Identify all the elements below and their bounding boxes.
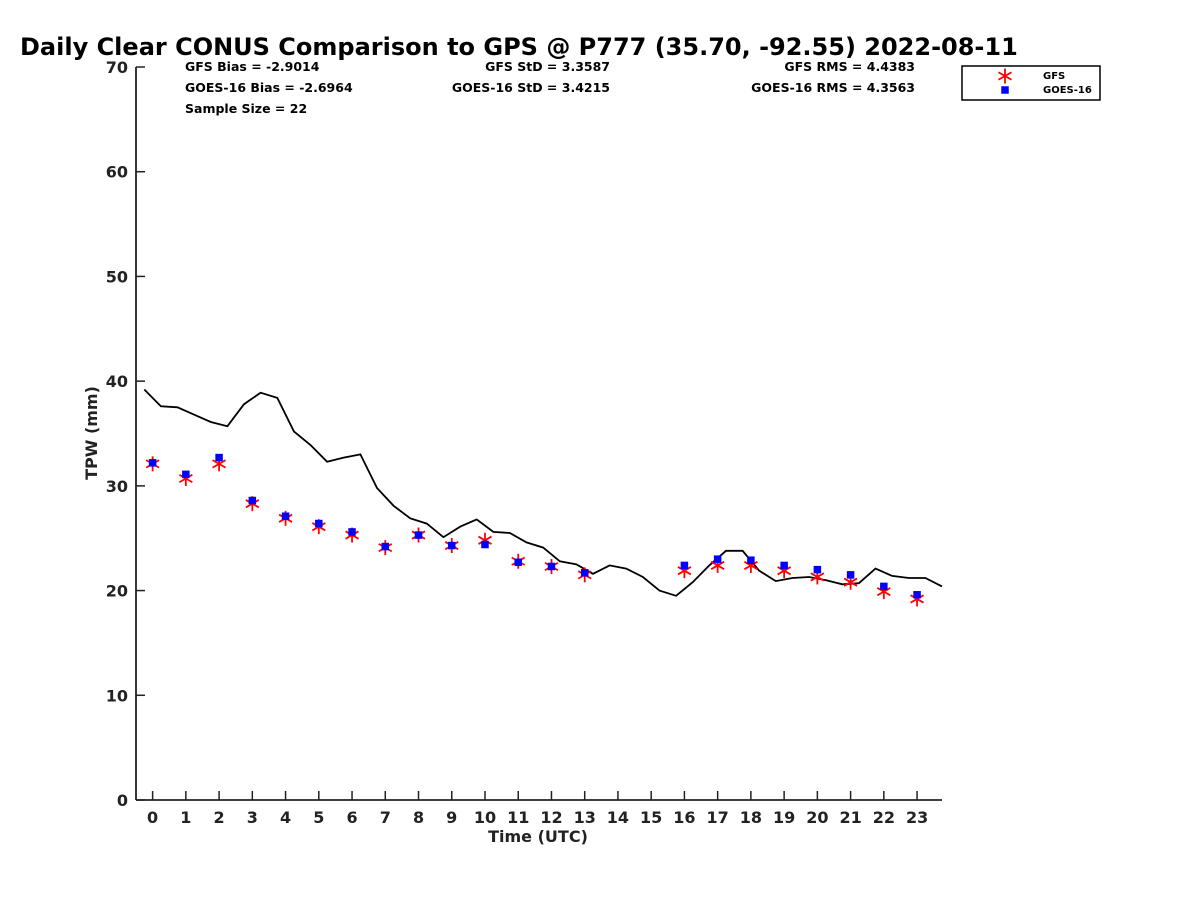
- x-tick-label-20: 20: [806, 808, 828, 827]
- goes16-point-16: [680, 561, 689, 570]
- x-tick-label-12: 12: [540, 808, 562, 827]
- stat-goes-std: GOES-16 StD = 3.4215: [452, 80, 610, 95]
- y-tick-label-50: 50: [106, 267, 128, 286]
- x-tick-label-15: 15: [640, 808, 662, 827]
- x-axis-label: Time (UTC): [488, 827, 588, 846]
- x-tick-label-0: 0: [147, 808, 158, 827]
- goes16-point-11: [514, 558, 522, 567]
- stat-goes-rms: GOES-16 RMS = 4.3563: [751, 80, 915, 95]
- x-tick-label-14: 14: [607, 808, 629, 827]
- goes16-point-20: [813, 565, 822, 574]
- goes16-point-18: [747, 556, 755, 564]
- goes16-point-7: [381, 542, 390, 551]
- goes16-point-2: [215, 453, 223, 462]
- goes16-point-8: [414, 531, 423, 539]
- goes16-point-21: [846, 571, 855, 579]
- y-tick-label-10: 10: [106, 686, 128, 705]
- goes16-point-1: [182, 470, 190, 479]
- x-tick-label-18: 18: [740, 808, 762, 827]
- goes16-point-6: [348, 528, 356, 536]
- x-tick-label-3: 3: [247, 808, 258, 827]
- x-tick-label-23: 23: [906, 808, 928, 827]
- y-tick-label-60: 60: [106, 163, 128, 182]
- goes16-point-10: [481, 540, 489, 549]
- x-tick-label-22: 22: [873, 808, 895, 827]
- y-axis-label: TPW (mm): [82, 386, 101, 480]
- goes16-point-5: [315, 519, 323, 528]
- goes16-point-9: [448, 541, 456, 550]
- legend-gfs-asterisk: [998, 68, 1012, 84]
- x-tick-label-6: 6: [346, 808, 357, 827]
- legend-goes-label: GOES-16: [1043, 85, 1092, 96]
- x-tick-label-11: 11: [507, 808, 529, 827]
- x-tick-label-19: 19: [773, 808, 795, 827]
- goes16-point-23: [913, 591, 921, 599]
- stat-gfs-std: GFS StD = 3.3587: [485, 59, 610, 74]
- x-tick-label-1: 1: [180, 808, 191, 827]
- legend-goes-marker: [1001, 86, 1009, 94]
- series-gps-line: [143, 388, 943, 597]
- x-tick-label-2: 2: [214, 808, 225, 827]
- legend-box: [961, 65, 1101, 101]
- goes16-point-17: [713, 555, 722, 563]
- y-tick-label-30: 30: [106, 477, 128, 496]
- stat-gfs-bias: GFS Bias = -2.9014: [185, 59, 320, 74]
- goes16-point-4: [281, 512, 290, 520]
- goes16-point-0: [148, 459, 157, 467]
- x-tick-label-17: 17: [707, 808, 729, 827]
- x-tick-label-9: 9: [446, 808, 457, 827]
- x-tick-label-4: 4: [280, 808, 291, 827]
- goes16-point-22: [880, 582, 888, 591]
- goes16-point-3: [248, 496, 257, 505]
- goes16-point-19: [780, 561, 788, 570]
- y-tick-label-20: 20: [106, 582, 128, 601]
- x-tick-label-7: 7: [380, 808, 391, 827]
- legend: GFS GOES-16: [961, 65, 1101, 101]
- chart-title: Daily Clear CONUS Comparison to GPS @ P7…: [20, 33, 1018, 61]
- stat-gfs-rms: GFS RMS = 4.4383: [784, 59, 915, 74]
- x-tick-label-5: 5: [313, 808, 324, 827]
- legend-gfs-label: GFS: [1043, 71, 1065, 82]
- y-tick-label-0: 0: [117, 791, 128, 810]
- x-tick-label-13: 13: [574, 808, 596, 827]
- y-tick-label-70: 70: [106, 58, 128, 77]
- goes16-point-12: [547, 562, 556, 571]
- legend-gfs-marker: [998, 68, 1012, 84]
- goes16-point-13: [580, 569, 589, 577]
- x-tick-label-16: 16: [673, 808, 695, 827]
- stat-goes-bias: GOES-16 Bias = -2.6964: [185, 80, 353, 95]
- x-tick-label-21: 21: [839, 808, 861, 827]
- y-tick-label-40: 40: [106, 372, 128, 391]
- plot-area: [143, 388, 943, 607]
- legend-goes-square: [1001, 86, 1009, 94]
- x-tick-label-10: 10: [474, 808, 496, 827]
- x-tick-label-8: 8: [413, 808, 424, 827]
- stat-sample-size: Sample Size = 22: [185, 101, 307, 116]
